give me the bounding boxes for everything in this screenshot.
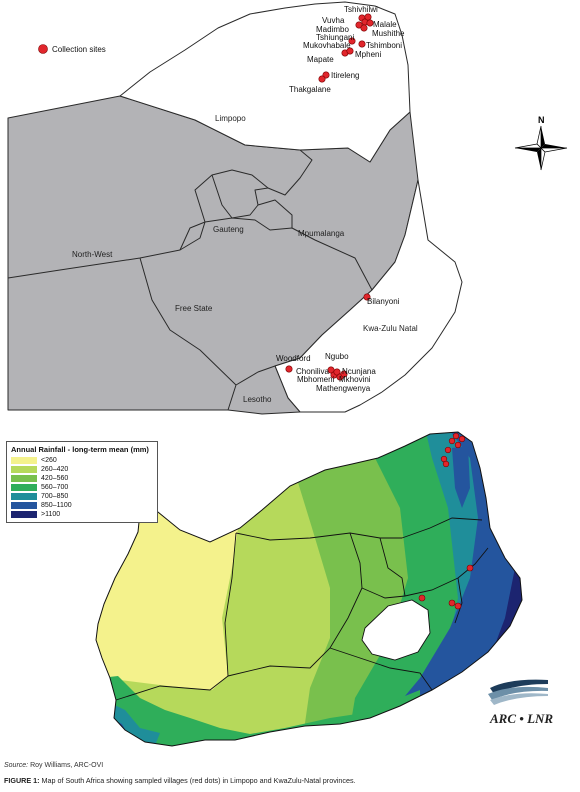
legend-item: 850–1100 <box>11 501 153 510</box>
province-label: North-West <box>72 250 113 259</box>
province-label: Gauteng <box>213 225 244 234</box>
legend-item: >1100 <box>11 510 153 519</box>
rainfall-legend-title: Annual Rainfall - long-term mean (mm) <box>11 445 149 454</box>
site-dot <box>448 599 456 607</box>
site-dot <box>318 75 326 83</box>
arc-lnr-logo-text: ARC • LNR <box>489 711 553 726</box>
province-border <box>179 149 313 251</box>
source-label: Source: <box>4 762 29 769</box>
arc-lnr-logo: ARC • LNR <box>488 679 553 726</box>
figure-caption-text: Map of South Africa showing sampled vill… <box>39 776 356 785</box>
legend-swatch <box>11 457 37 464</box>
site-dot <box>364 13 372 21</box>
site-label: Mukovhabale <box>303 41 351 50</box>
site-dot <box>466 564 474 572</box>
north-arrow-icon <box>514 125 568 171</box>
province-label: Lesotho <box>243 395 272 404</box>
site-label: Mushithe <box>372 29 405 38</box>
site-dot <box>285 365 293 373</box>
site-label: Madimbo <box>316 25 349 34</box>
legend-label: 850–1100 <box>41 502 72 509</box>
legend-label: 260–420 <box>41 466 69 473</box>
province-border <box>257 199 293 228</box>
collection-site-legend-dot <box>38 44 48 54</box>
site-label: Choniliva <box>296 367 329 376</box>
figure-caption: FIGURE 1: Map of South Africa showing sa… <box>4 776 356 785</box>
legend-item: 560–700 <box>11 483 153 492</box>
province-label: Kwa-Zulu Natal <box>363 324 418 333</box>
legend-swatch <box>11 475 37 482</box>
site-label: Mbhomeni <box>297 375 335 384</box>
collection-sites-legend: Collection sites <box>52 45 106 54</box>
site-label: Woodford <box>276 354 311 363</box>
site-dot <box>348 37 356 45</box>
lesotho-area <box>361 599 431 661</box>
legend-label: >1100 <box>41 511 61 518</box>
legend-item: 260–420 <box>11 465 153 474</box>
legend-swatch <box>11 502 37 509</box>
site-dot <box>454 602 462 610</box>
legend-label: 420–560 <box>41 475 69 482</box>
legend-label: 700–850 <box>41 493 69 500</box>
legend-swatch <box>11 493 37 500</box>
legend-swatch <box>11 484 37 491</box>
source-text: Roy Williams, ARC-OVI <box>28 762 104 769</box>
site-label: Ncunjana <box>342 367 376 376</box>
province-lesotho <box>227 365 301 415</box>
site-markers <box>285 13 374 381</box>
site-label: Tshimboni <box>366 41 402 50</box>
rainfall-province-borders <box>115 517 489 701</box>
site-dot <box>360 24 368 32</box>
site-dot <box>366 19 374 27</box>
north-label: N <box>538 115 545 125</box>
site-dot <box>358 40 366 48</box>
figure-label: FIGURE 1: <box>4 776 40 785</box>
site-dot <box>448 437 456 445</box>
rainfall-site-markers <box>418 432 474 610</box>
site-label: Tshivhilwi <box>344 5 378 14</box>
site-label: Ngubo <box>325 352 349 361</box>
province-map: Limpopo Mpumalanga Gauteng North-West Fr… <box>7 1 568 415</box>
site-label: Mathengwenya <box>316 384 371 393</box>
site-label: Mpheni <box>355 50 381 59</box>
legend-item: 700–850 <box>11 492 153 501</box>
site-label: Itireleng <box>331 71 359 80</box>
site-label: Tshiungani <box>316 33 354 42</box>
site-label: Mkhovini <box>339 375 371 384</box>
legend-item: 420–560 <box>11 474 153 483</box>
site-dot <box>363 293 371 301</box>
site-dot <box>340 370 348 378</box>
source-note: Source: Roy Williams, ARC-OVI <box>4 762 103 769</box>
province-label: Limpopo <box>215 114 246 123</box>
site-dot <box>452 432 460 440</box>
legend-label: <260 <box>41 457 57 464</box>
site-dot <box>458 435 466 443</box>
site-dot <box>418 594 426 602</box>
site-label: Bilanyoni <box>367 297 400 306</box>
site-label: Thakgalane <box>289 85 331 94</box>
rainfall-legend: Annual Rainfall - long-term mean (mm) <2… <box>6 441 158 523</box>
site-label: Malale <box>373 20 397 29</box>
province-border <box>139 257 237 386</box>
legend-swatch <box>11 466 37 473</box>
province-border <box>211 174 269 219</box>
legend-swatch <box>11 511 37 518</box>
province-limpopo <box>119 1 411 163</box>
site-label: Mapate <box>307 55 334 64</box>
site-label: Vuvha <box>322 16 345 25</box>
site-dot <box>442 460 450 468</box>
site-dot <box>444 446 452 454</box>
province-label: Free State <box>175 304 213 313</box>
legend-label: 560–700 <box>41 484 69 491</box>
legend-item: <260 <box>11 456 153 465</box>
site-dot <box>346 47 354 55</box>
province-label: Mpumalanga <box>298 229 345 238</box>
site-dot <box>454 441 462 449</box>
